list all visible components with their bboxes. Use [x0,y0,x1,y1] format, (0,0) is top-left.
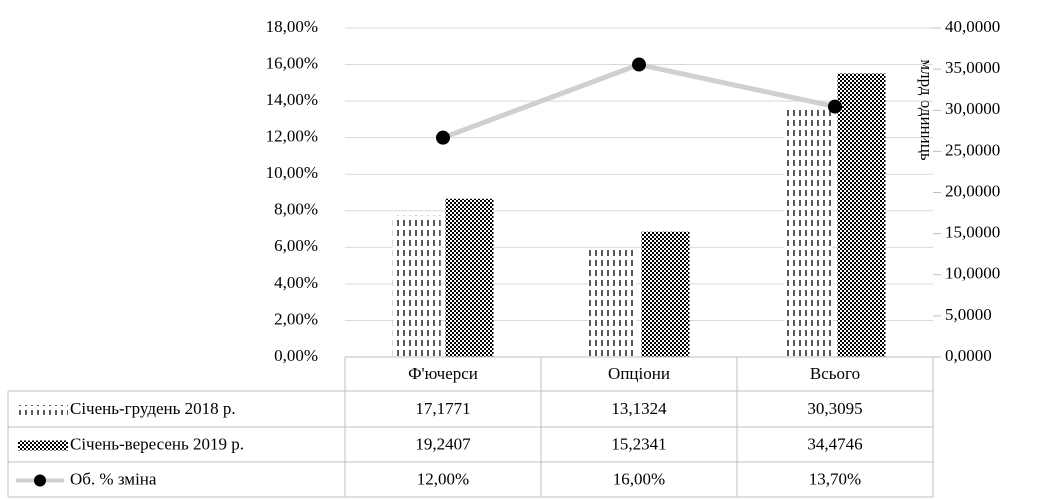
bar [588,248,637,357]
legend-label: Січень-грудень 2018 р. [70,399,236,418]
legend-swatch [34,474,46,487]
x-tick-label: Опціони [608,364,670,383]
legend-swatch [18,440,68,451]
y2-tick-label: 35,0000 [945,58,1000,77]
bar [837,73,886,357]
y-tick-label: 18,00% [266,17,318,36]
y-tick-label: 10,00% [266,163,318,182]
bar [784,107,833,357]
y-tick-label: 16,00% [266,53,318,72]
y-tick-label: 12,00% [266,127,318,146]
y-tick-label: 14,00% [266,90,318,109]
y2-tick-label: 15,0000 [945,223,1000,242]
table-value: 15,2341 [611,434,666,453]
y2-axis-label: млрд одиниць [917,59,936,160]
y2-tick-label: 25,0000 [945,140,1000,159]
y2-tick-label: 10,0000 [945,264,1000,283]
y2-tick-label: 30,0000 [945,99,1000,118]
table-value: 13,1324 [611,399,667,418]
x-tick-label: Ф'ючерси [408,364,478,383]
table-value: 13,70% [809,469,861,488]
y-tick-label: 8,00% [274,200,318,219]
y2-tick-label: 20,0000 [945,181,1000,200]
y-tick-label: 2,00% [274,309,318,328]
line-marker [828,99,842,114]
legend-label: Об. % зміна [70,469,157,488]
legend-label: Січень-вересень 2019 р. [70,434,244,453]
bar [392,215,441,357]
y2-tick-label: 0,0000 [945,346,992,365]
y-tick-label: 4,00% [274,273,318,292]
legend-swatch [18,405,68,415]
line-marker [436,130,450,145]
line-marker [632,57,646,72]
bar [445,198,494,357]
table-value: 17,1771 [415,399,470,418]
table-value: 16,00% [613,469,665,488]
y-tick-label: 0,00% [274,346,318,365]
y2-tick-label: 40,0000 [945,17,1000,36]
table-value: 19,2407 [415,434,471,453]
table-value: 34,4746 [807,434,862,453]
x-tick-label: Всього [810,364,860,383]
table-value: 12,00% [417,469,469,488]
y2-tick-label: 5,0000 [945,305,992,324]
table-value: 30,3095 [807,399,862,418]
y-tick-label: 6,00% [274,236,318,255]
bar [641,231,690,357]
